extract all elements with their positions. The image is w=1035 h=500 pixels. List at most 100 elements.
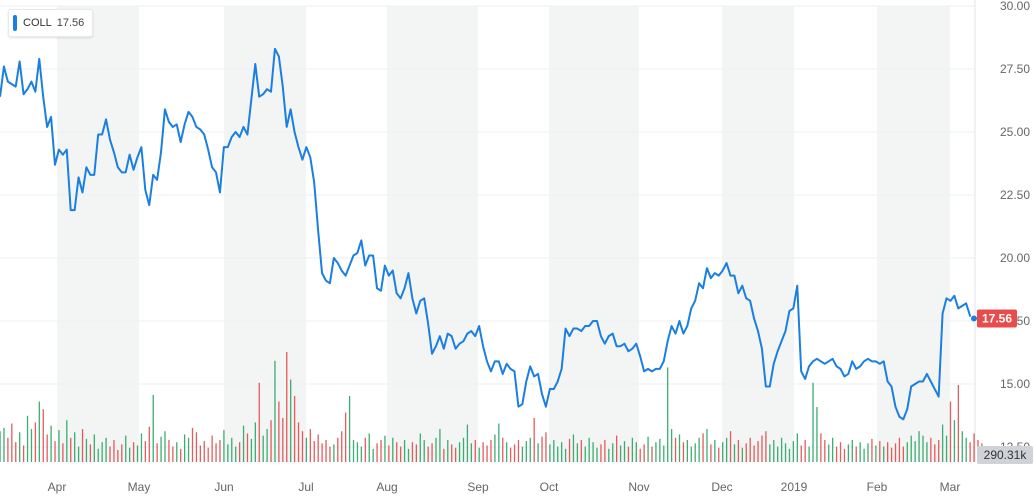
volume-bar — [392, 437, 394, 462]
volume-bar — [788, 448, 791, 462]
volume-bar — [403, 440, 406, 462]
grid-lines — [0, 0, 976, 462]
volume-bar — [22, 445, 25, 462]
volume-bar — [211, 435, 213, 462]
volume-bar — [180, 448, 182, 462]
x-tick-label: Dec — [711, 480, 732, 494]
volume-bar — [242, 425, 245, 462]
volume-bar — [282, 418, 284, 462]
volume-bar — [238, 442, 241, 462]
last-price-label: 17.56 — [982, 311, 1012, 325]
month-band — [57, 6, 139, 462]
volume-bar — [38, 401, 40, 462]
legend-symbol: COLL — [23, 17, 52, 29]
volume-bar — [81, 429, 84, 462]
volume-bar — [663, 445, 665, 462]
volume-bar — [50, 425, 52, 462]
volume-bar — [722, 442, 724, 462]
volume-bar — [246, 433, 249, 462]
volume-bar — [156, 443, 158, 462]
volume-bar — [816, 407, 818, 462]
volume-bar — [70, 437, 72, 462]
volume-bar — [148, 426, 150, 462]
volume-bar — [337, 437, 339, 462]
volume-bar — [62, 443, 64, 462]
volume-bar — [439, 429, 441, 462]
volume-bar — [521, 446, 524, 462]
volume-bar — [792, 441, 795, 462]
volume-bar — [553, 440, 555, 462]
volume-bar — [957, 385, 959, 462]
volume-bar — [737, 440, 740, 462]
volume-bar — [549, 444, 551, 462]
volume-bar — [706, 429, 708, 462]
volume-bar — [729, 431, 732, 462]
volume-bar — [938, 440, 940, 462]
volume-bar — [286, 352, 288, 462]
volume-bar — [341, 431, 343, 462]
volume-bar — [160, 436, 162, 462]
volume-bar — [309, 429, 311, 462]
volume-bar — [784, 443, 787, 462]
volume-bar — [608, 448, 610, 462]
volume-bar — [399, 446, 402, 462]
volume-bar — [352, 440, 355, 462]
volume-bar — [74, 432, 76, 462]
last-price-flag — [977, 309, 1017, 328]
price-series[interactable] — [0, 47, 978, 421]
volume-bar — [482, 442, 484, 462]
volume-bar — [345, 412, 347, 462]
volume-bar — [443, 448, 445, 462]
volume-bar — [407, 448, 410, 462]
volume-bar — [431, 443, 433, 462]
volume-bar — [969, 442, 971, 462]
volume-bar — [557, 446, 559, 462]
volume-bar — [372, 448, 374, 462]
volume-bar — [651, 446, 653, 462]
volume-bar — [109, 446, 111, 462]
volume-bar — [698, 437, 700, 462]
volume-bar — [572, 434, 575, 462]
volume-bar — [828, 444, 830, 462]
volume-bar — [478, 447, 480, 462]
volume-bar — [894, 443, 897, 462]
volume-bar — [600, 444, 602, 462]
volume-bar — [627, 446, 630, 462]
volume-bar — [254, 422, 256, 462]
volume-bar — [15, 442, 17, 462]
volume-bar — [176, 442, 178, 462]
volume-bar — [270, 420, 272, 462]
volume-bar — [690, 446, 692, 462]
legend-value: 17.56 — [56, 17, 85, 29]
series-legend[interactable]: COLL 17.56 — [8, 9, 94, 37]
volume-bar — [454, 447, 457, 462]
volume-bar — [741, 447, 743, 462]
volume-bar — [941, 424, 944, 462]
y-tick-label: 30.00 — [1000, 0, 1030, 13]
x-tick-label: Oct — [540, 480, 559, 494]
volume-bar — [902, 446, 905, 462]
volume-bar — [136, 445, 139, 462]
volume-bar — [129, 447, 131, 462]
volume-bar — [616, 435, 618, 462]
volume-bar — [474, 440, 476, 462]
y-tick-label: 22.50 — [1000, 188, 1030, 202]
volume-bar — [458, 442, 461, 462]
volume-bar — [533, 418, 535, 462]
volume-bar — [113, 440, 115, 462]
volume-bar — [898, 437, 901, 462]
volume-bar — [301, 431, 304, 462]
volume-bar — [926, 442, 928, 462]
volume-bar — [623, 441, 626, 462]
volume-bar — [187, 437, 190, 462]
volume-bar — [855, 446, 857, 462]
x-tick-label: Feb — [867, 480, 888, 494]
volume-bar — [258, 382, 260, 462]
volume-bar — [749, 437, 751, 462]
volume-bar — [655, 442, 657, 462]
y-tick-label: 15.00 — [1000, 377, 1030, 391]
volume-bar — [796, 433, 798, 462]
volume-bar — [686, 440, 688, 462]
volume-bars — [0, 352, 983, 462]
